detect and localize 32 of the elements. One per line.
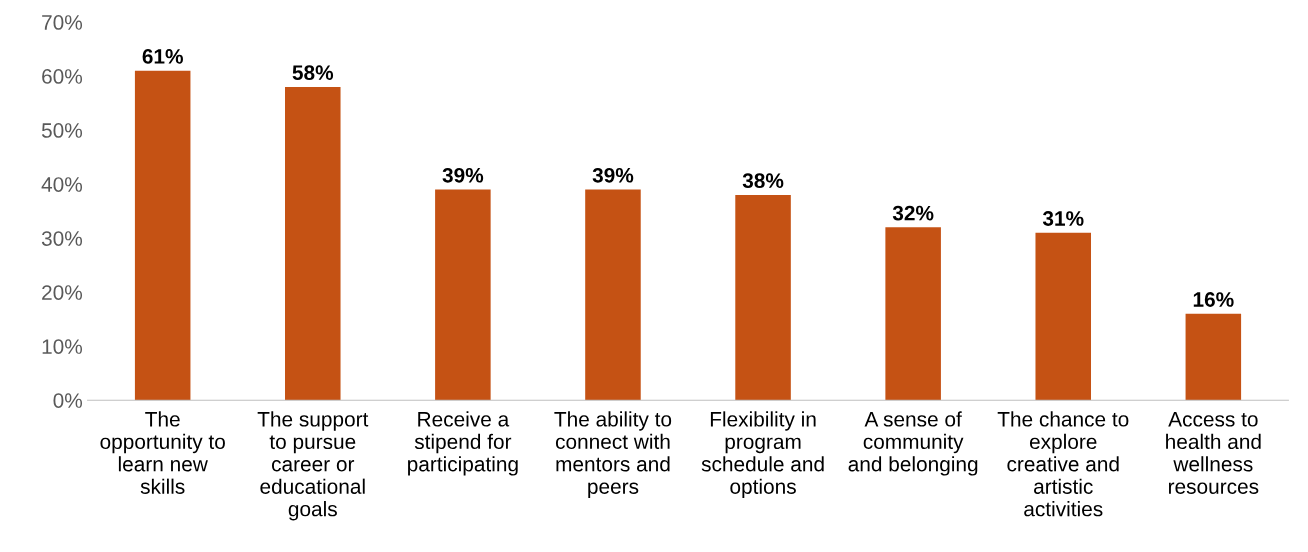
bar	[435, 189, 491, 401]
x-tick-label: Flexibility in program schedule and options	[701, 411, 824, 499]
bar	[285, 86, 341, 401]
y-tick-label: 50%	[41, 123, 83, 138]
bar	[585, 189, 641, 401]
x-tick-label: Receive a stipend for participating	[408, 411, 518, 476]
data-label: 58%	[292, 65, 334, 80]
bar	[134, 70, 191, 401]
data-label: 32%	[892, 205, 934, 221]
y-tick-label: 20%	[42, 285, 83, 300]
x-tick-label: The opportunity to learn new skills	[100, 411, 225, 494]
bar	[735, 194, 791, 401]
y-tick-label: 40%	[41, 177, 83, 192]
data-label: 61%	[142, 49, 183, 64]
bar	[885, 227, 941, 401]
data-label: 16%	[1193, 292, 1234, 307]
x-tick-label: The chance to explore creative and artistic activities	[997, 411, 1129, 517]
data-label: 39%	[442, 167, 484, 183]
y-tick-label: 30%	[41, 231, 83, 246]
bar	[1035, 232, 1092, 401]
data-label: 31%	[1042, 211, 1084, 226]
bar	[1185, 313, 1242, 401]
x-tick-label: The ability to connect with mentors and peers	[554, 411, 672, 499]
y-tick-label: 60%	[42, 69, 83, 84]
data-label: 39%	[592, 167, 634, 183]
y-tick-label: 70%	[42, 15, 83, 30]
data-label: 38%	[742, 173, 784, 189]
x-tick-label: The support to pursue career or educational goals	[257, 411, 369, 521]
x-tick-label: Access to health and wellness resources	[1166, 412, 1261, 494]
x-tick-label: A sense of community and belonging	[848, 411, 978, 476]
y-tick-label: 0%	[53, 393, 83, 408]
y-tick-label: 10%	[42, 339, 83, 354]
